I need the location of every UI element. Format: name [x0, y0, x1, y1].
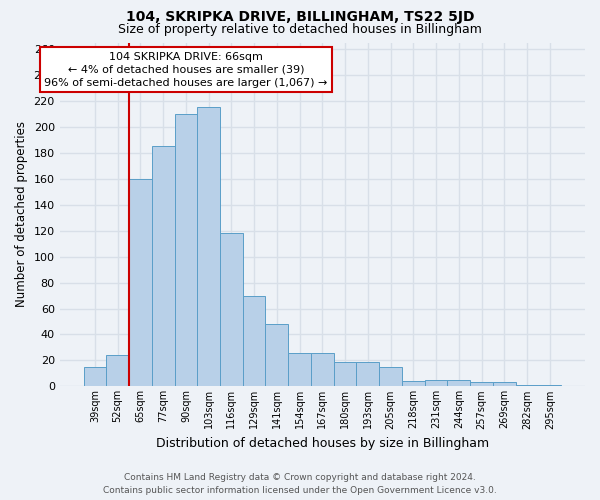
Text: Contains HM Land Registry data © Crown copyright and database right 2024.
Contai: Contains HM Land Registry data © Crown c…: [103, 474, 497, 495]
Bar: [265, 324, 288, 386]
Text: 104 SKRIPKA DRIVE: 66sqm
← 4% of detached houses are smaller (39)
96% of semi-de: 104 SKRIPKA DRIVE: 66sqm ← 4% of detache…: [44, 52, 328, 88]
Bar: [243, 296, 265, 386]
Bar: [197, 108, 220, 386]
Bar: [152, 146, 175, 386]
Bar: [129, 179, 152, 386]
Bar: [334, 362, 356, 386]
Bar: [83, 367, 106, 386]
Bar: [106, 355, 129, 386]
Bar: [493, 382, 515, 386]
Bar: [288, 352, 311, 386]
Bar: [470, 382, 493, 386]
Bar: [448, 380, 470, 386]
X-axis label: Distribution of detached houses by size in Billingham: Distribution of detached houses by size …: [156, 437, 489, 450]
Bar: [538, 385, 561, 386]
Bar: [425, 380, 448, 386]
Bar: [379, 367, 402, 386]
Text: 104, SKRIPKA DRIVE, BILLINGHAM, TS22 5JD: 104, SKRIPKA DRIVE, BILLINGHAM, TS22 5JD: [126, 10, 474, 24]
Bar: [515, 385, 538, 386]
Y-axis label: Number of detached properties: Number of detached properties: [15, 122, 28, 308]
Bar: [220, 234, 243, 386]
Bar: [356, 362, 379, 386]
Text: Size of property relative to detached houses in Billingham: Size of property relative to detached ho…: [118, 22, 482, 36]
Bar: [402, 381, 425, 386]
Bar: [311, 352, 334, 386]
Bar: [175, 114, 197, 386]
